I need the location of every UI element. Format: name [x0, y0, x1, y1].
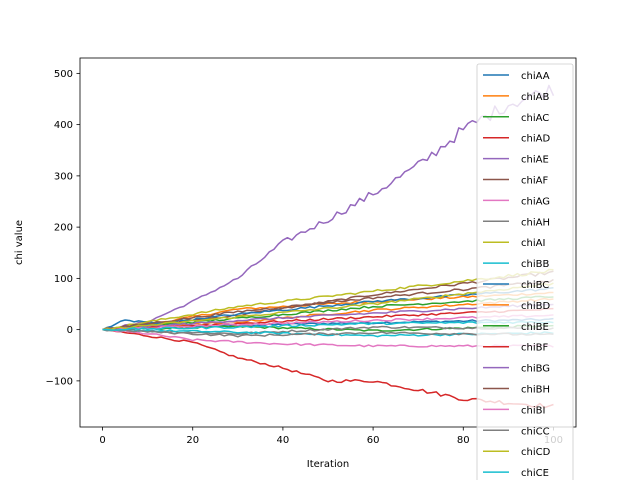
- x-axis-label: Iteration: [307, 459, 349, 470]
- x-tick-label: 40: [277, 435, 290, 446]
- legend-label-chiAE: chiAE: [521, 155, 549, 166]
- legend-label-chiAB: chiAB: [521, 92, 549, 103]
- legend-label-chiBF: chiBF: [521, 343, 548, 354]
- x-tick-label: 20: [186, 435, 199, 446]
- legend-label-chiBE: chiBE: [521, 322, 549, 333]
- legend-label-chiAI: chiAI: [521, 238, 545, 249]
- legend-label-chiCE: chiCE: [521, 468, 549, 479]
- x-tick-label: 0: [99, 435, 105, 446]
- y-tick-label: −100: [46, 376, 73, 387]
- legend-label-chiAH: chiAH: [521, 217, 550, 228]
- legend-label-chiCC: chiCC: [521, 426, 550, 437]
- legend-label-chiBI: chiBI: [521, 405, 545, 416]
- y-tick-label: 200: [54, 223, 73, 234]
- legend-box: [476, 63, 574, 480]
- legend-label-chiBD: chiBD: [521, 301, 550, 312]
- legend-label-chiAG: chiAG: [521, 196, 550, 207]
- legend: chiAA chiAB chiAC chiAD chiAE chiAF chiAG chiAH…: [476, 63, 574, 480]
- legend-label-chiBH: chiBH: [521, 385, 550, 396]
- legend-label-chiBB: chiBB: [521, 259, 549, 270]
- legend-label-chiAC: chiAC: [521, 113, 549, 124]
- y-tick-label: 0: [67, 325, 73, 336]
- plot-frame: [79, 57, 577, 428]
- y-axis-label: chi value: [14, 220, 25, 265]
- legend-label-chiAD: chiAD: [521, 134, 550, 145]
- y-tick-label: 300: [54, 171, 73, 182]
- y-tick-label: 500: [54, 69, 73, 80]
- legend-label-chiBC: chiBC: [521, 280, 549, 291]
- legend-label-chiAF: chiAF: [521, 176, 548, 187]
- y-tick-label: 400: [54, 120, 73, 131]
- legend-label-chiAA: chiAA: [521, 71, 550, 82]
- y-tick-label: 100: [54, 274, 73, 285]
- legend-label-chiBG: chiBG: [521, 364, 550, 375]
- legend-label-chiCD: chiCD: [521, 447, 551, 458]
- x-tick-label: 80: [457, 435, 470, 446]
- x-tick-label: 60: [367, 435, 380, 446]
